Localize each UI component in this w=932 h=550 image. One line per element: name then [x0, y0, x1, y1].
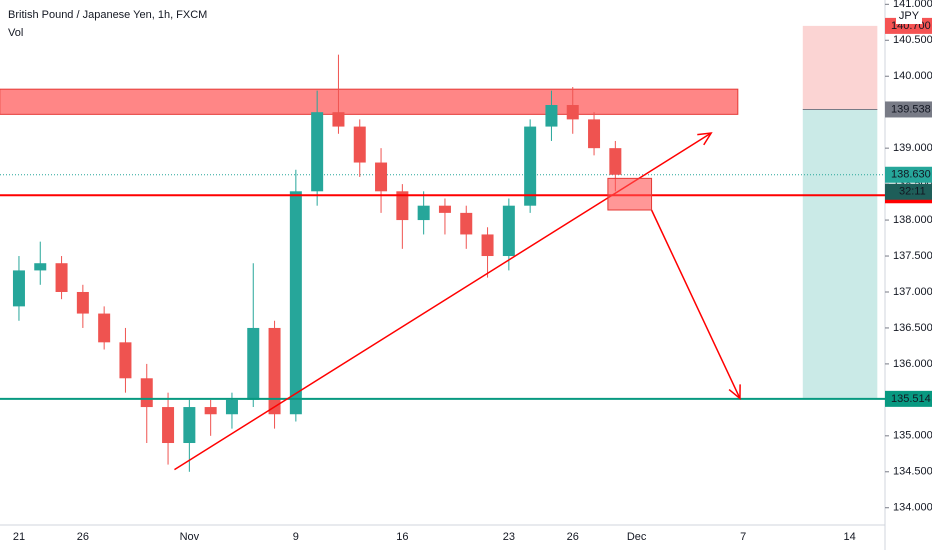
- chart-title: British Pound / Japanese Yen, 1h, FXCM: [8, 9, 207, 21]
- currency: JPY: [899, 10, 920, 22]
- candle-body: [545, 105, 558, 127]
- countdown-tag: [885, 183, 932, 200]
- axes: 134.000134.500135.000135.500136.000136.5…: [13, 0, 932, 543]
- x-tick-label: Nov: [180, 531, 200, 543]
- candle-body: [183, 407, 196, 444]
- candle-body: [524, 126, 537, 206]
- x-tick-label: 26: [567, 531, 579, 543]
- trend-line-head: [697, 132, 713, 146]
- x-tick-label: 21: [13, 531, 25, 543]
- resistance-zone: [0, 88, 739, 115]
- countdown: 32:11: [899, 186, 926, 198]
- y-tick-label: 137.000: [893, 286, 932, 298]
- candle-body: [225, 399, 238, 415]
- candle-body: [268, 327, 281, 415]
- candle-body: [140, 378, 153, 408]
- price-tag: [885, 166, 932, 183]
- candle-body: [311, 112, 324, 192]
- position-stop-zone: [802, 25, 878, 110]
- y-tick-label: 141.000: [893, 0, 932, 10]
- candle-body: [98, 313, 111, 343]
- x-tick-label: 7: [740, 531, 746, 543]
- candle-body: [289, 191, 302, 415]
- x-tick-label: 14: [844, 531, 856, 543]
- y-tick-label: 135.000: [893, 430, 932, 442]
- x-tick-label: 26: [77, 531, 89, 543]
- candle-body: [55, 263, 68, 292]
- candle-body: [247, 327, 260, 400]
- position-target-zone: [802, 109, 878, 399]
- candle-body: [204, 407, 217, 415]
- plot: [0, 25, 885, 472]
- candle-body: [119, 342, 132, 379]
- price-tag: [885, 390, 932, 407]
- candle-body: [332, 112, 345, 127]
- x-tick-label: 23: [503, 531, 515, 543]
- projection-arrow: [650, 209, 741, 399]
- price-tag-label: 139.538: [891, 103, 931, 115]
- candle-body: [481, 234, 494, 257]
- y-tick-label: 136.000: [893, 358, 932, 370]
- y-tick-label: 134.500: [893, 466, 932, 478]
- candle-body: [162, 407, 175, 444]
- price-tag: [885, 101, 932, 118]
- candle-body: [460, 212, 473, 235]
- projection-arrow-head: [728, 384, 741, 400]
- x-tick-label: 9: [293, 531, 299, 543]
- candle-body: [396, 191, 409, 221]
- candle-body: [34, 263, 47, 271]
- candle-body: [566, 105, 579, 120]
- volume-label: Vol: [8, 27, 23, 39]
- candle-body: [375, 162, 388, 192]
- y-tick-label: 136.500: [893, 322, 932, 334]
- candle-body: [502, 205, 515, 257]
- price-tag-label: 135.514: [891, 393, 931, 405]
- candle-body: [609, 148, 622, 175]
- x-tick-label: Dec: [627, 531, 647, 543]
- currency-box: [896, 8, 922, 24]
- candle-body: [76, 291, 89, 314]
- price-tag-label: 138.630: [891, 169, 931, 181]
- candle-body: [353, 126, 366, 163]
- candle-body: [417, 205, 430, 221]
- y-tick-label: 134.000: [893, 502, 932, 514]
- y-tick-label: 140.000: [893, 70, 932, 82]
- entry-box: [607, 177, 653, 211]
- candle-body: [438, 205, 451, 213]
- y-tick-label: 138.000: [893, 214, 932, 226]
- x-tick-label: 16: [396, 531, 408, 543]
- y-tick-label: 139.000: [893, 142, 932, 154]
- candle-body: [588, 119, 601, 149]
- y-tick-label: 137.500: [893, 250, 932, 262]
- y-tick-label: 140.500: [893, 34, 932, 46]
- candle-body: [12, 270, 25, 307]
